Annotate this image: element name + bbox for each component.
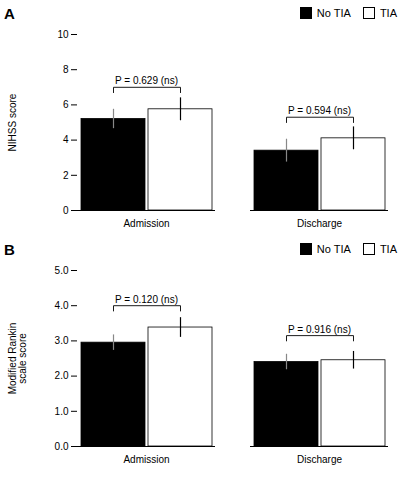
svg-text:1.0: 1.0 xyxy=(55,406,69,417)
svg-text:0: 0 xyxy=(63,205,69,216)
svg-text:0.0: 0.0 xyxy=(55,441,69,452)
html-text:A: A xyxy=(4,4,15,22)
svg-text:8: 8 xyxy=(63,64,69,75)
html-text:B: B xyxy=(4,240,15,258)
svg-text:2: 2 xyxy=(63,170,69,181)
svg-text:2.0: 2.0 xyxy=(55,370,69,381)
html-text:TIA: TIA xyxy=(379,243,397,255)
svg-text:4.0: 4.0 xyxy=(55,300,69,311)
svg-text:P = 0.594 (ns): P = 0.594 (ns) xyxy=(288,105,351,116)
svg-text:NIHSS score: NIHSS score xyxy=(7,93,18,151)
svg-text:6: 6 xyxy=(63,99,69,110)
svg-text:5.0: 5.0 xyxy=(55,265,69,276)
svg-text:P = 0.629 (ns): P = 0.629 (ns) xyxy=(115,75,178,86)
svg-text:Discharge: Discharge xyxy=(297,218,342,229)
html-text:No TIA: No TIA xyxy=(316,243,351,255)
svg-text:10: 10 xyxy=(57,29,69,40)
svg-text:Admission: Admission xyxy=(123,218,169,229)
svg-text:Discharge: Discharge xyxy=(297,454,342,465)
svg-text:Modified Rankinscale score: Modified Rankinscale score xyxy=(7,323,28,395)
svg-text:3.0: 3.0 xyxy=(55,335,69,346)
html-text:TIA: TIA xyxy=(379,7,397,19)
html-text:No TIA: No TIA xyxy=(316,7,351,19)
svg-text:P = 0.120 (ns): P = 0.120 (ns) xyxy=(115,294,178,305)
svg-text:P = 0.916 (ns): P = 0.916 (ns) xyxy=(288,324,351,335)
svg-text:Admission: Admission xyxy=(123,454,169,465)
svg-text:4: 4 xyxy=(63,134,69,145)
